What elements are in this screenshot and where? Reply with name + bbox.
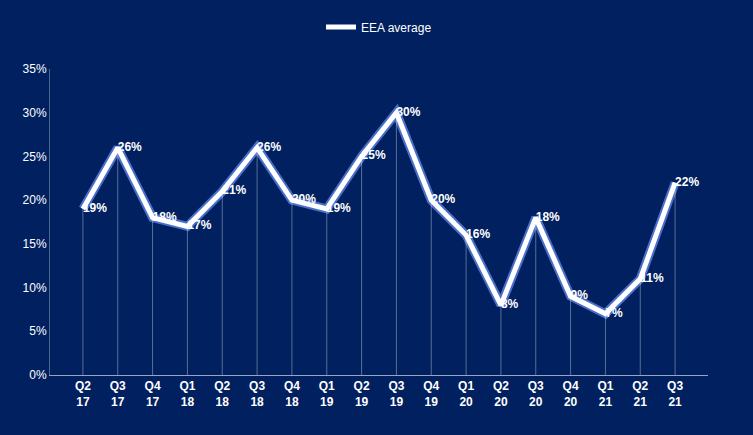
svg-text:7%: 7% (605, 306, 623, 320)
svg-text:20%: 20% (23, 193, 47, 207)
svg-text:Q419: Q419 (423, 379, 439, 409)
svg-text:Q318: Q318 (249, 379, 265, 409)
svg-text:Q420: Q420 (563, 379, 579, 409)
svg-text:18%: 18% (536, 210, 560, 224)
svg-text:0%: 0% (29, 368, 47, 382)
svg-text:Q417: Q417 (145, 379, 161, 409)
svg-text:11%: 11% (640, 271, 664, 285)
svg-text:9%: 9% (571, 288, 589, 302)
svg-text:Q317: Q317 (110, 379, 126, 409)
svg-text:26%: 26% (118, 140, 142, 154)
svg-text:Q118: Q118 (179, 379, 195, 409)
svg-text:18%: 18% (153, 210, 177, 224)
svg-text:Q119: Q119 (319, 379, 335, 409)
svg-text:Q320: Q320 (528, 379, 544, 409)
svg-text:30%: 30% (396, 105, 420, 119)
svg-text:Q120: Q120 (458, 379, 474, 409)
svg-text:20%: 20% (431, 192, 455, 206)
svg-text:25%: 25% (362, 148, 386, 162)
svg-text:19%: 19% (327, 201, 351, 215)
svg-text:EEA average: EEA average (361, 21, 431, 35)
svg-text:30%: 30% (23, 106, 47, 120)
svg-text:Q219: Q219 (354, 379, 370, 409)
svg-text:35%: 35% (23, 62, 47, 76)
svg-text:Q221: Q221 (632, 379, 648, 409)
svg-text:21%: 21% (222, 183, 246, 197)
svg-text:22%: 22% (675, 175, 699, 189)
svg-text:Q218: Q218 (214, 379, 230, 409)
svg-text:Q220: Q220 (493, 379, 509, 409)
svg-text:10%: 10% (23, 281, 47, 295)
svg-text:17%: 17% (187, 218, 211, 232)
svg-text:25%: 25% (23, 150, 47, 164)
svg-text:Q319: Q319 (388, 379, 404, 409)
svg-text:20%: 20% (292, 192, 316, 206)
svg-text:15%: 15% (23, 237, 47, 251)
svg-text:5%: 5% (29, 324, 47, 338)
svg-text:8%: 8% (501, 297, 519, 311)
svg-text:Q418: Q418 (284, 379, 300, 409)
svg-text:Q217: Q217 (75, 379, 91, 409)
svg-text:16%: 16% (466, 227, 490, 241)
svg-text:26%: 26% (257, 140, 281, 154)
svg-text:Q121: Q121 (597, 379, 613, 409)
svg-text:Q321: Q321 (667, 379, 683, 409)
svg-text:19%: 19% (83, 201, 107, 215)
